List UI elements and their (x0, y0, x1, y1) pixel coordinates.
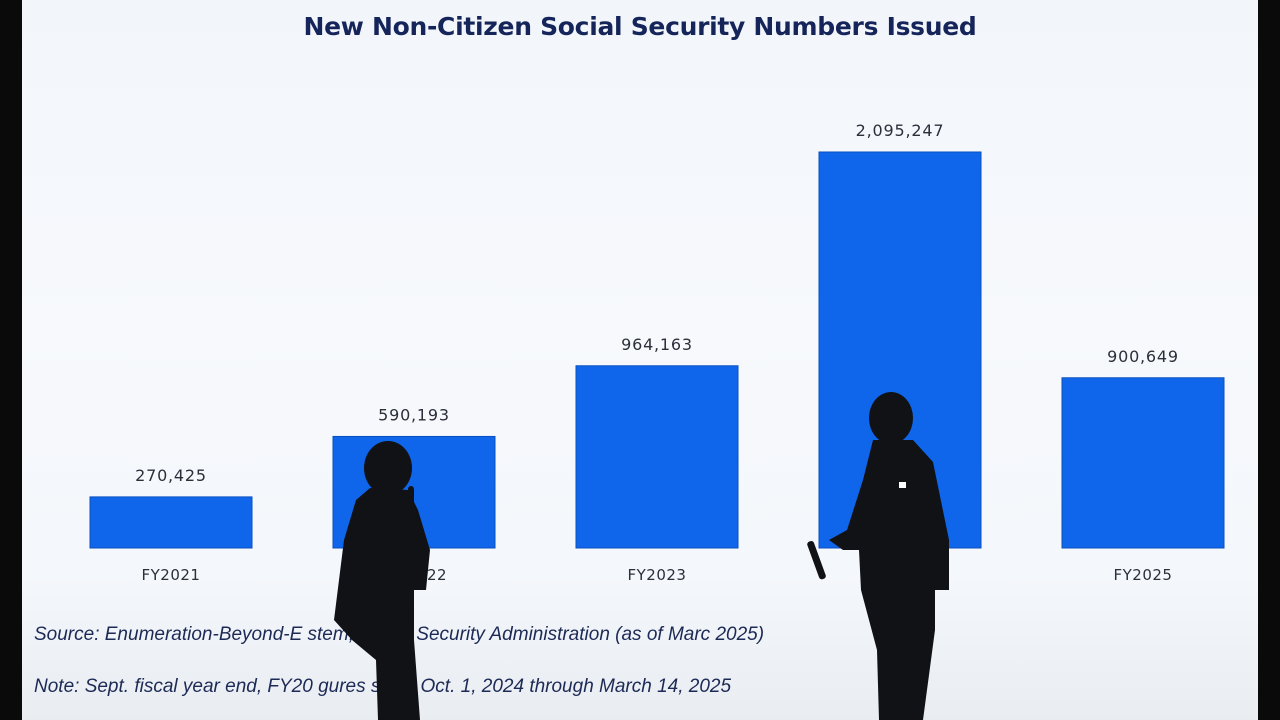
chart-title: New Non-Citizen Social Security Numbers … (303, 12, 977, 41)
data-label-fy2024: 2,095,247 (856, 121, 945, 140)
data-label-fy2023: 964,163 (621, 335, 693, 354)
bar-fy2025 (1061, 377, 1225, 549)
bar-fy2023 (575, 365, 739, 549)
bar-fy2021 (89, 496, 253, 549)
x-tick-label-fy2022: 22 (427, 566, 447, 584)
bar-chart: 270,425 FY2021 590,193 22 964,163 FY2023 2,095… (89, 121, 1225, 584)
presenter-silhouette-left (334, 441, 430, 720)
data-label-fy2025: 900,649 (1107, 347, 1179, 366)
presenter-silhouette-right (807, 392, 949, 720)
x-tick-label-fy2025: FY2025 (1114, 566, 1173, 584)
x-tick-label-fy2023: FY2023 (628, 566, 687, 584)
projection-screen: New Non-Citizen Social Security Numbers … (22, 0, 1258, 720)
x-tick-label-fy2021: FY2021 (142, 566, 201, 584)
data-label-fy2021: 270,425 (135, 466, 207, 485)
data-label-fy2022: 590,193 (378, 405, 450, 424)
